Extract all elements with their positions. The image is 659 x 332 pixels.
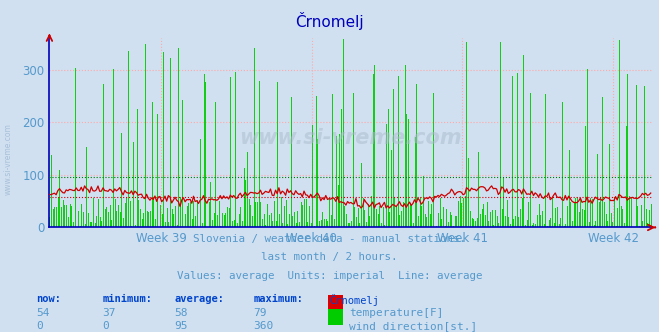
Text: 37: 37 [102, 308, 115, 318]
Text: 54: 54 [36, 308, 49, 318]
Text: Črnomelj: Črnomelj [295, 12, 364, 30]
Text: temperature[F]: temperature[F] [349, 308, 444, 318]
Text: wind direction[st.]: wind direction[st.] [349, 321, 478, 331]
Text: average:: average: [175, 294, 225, 304]
Text: last month / 2 hours.: last month / 2 hours. [261, 252, 398, 262]
Text: www.si-vreme.com: www.si-vreme.com [240, 128, 462, 148]
Text: maximum:: maximum: [254, 294, 304, 304]
Text: minimum:: minimum: [102, 294, 152, 304]
Text: 79: 79 [254, 308, 267, 318]
Text: 58: 58 [175, 308, 188, 318]
Text: Slovenia / weather data - manual stations.: Slovenia / weather data - manual station… [193, 234, 466, 244]
Text: 0: 0 [102, 321, 109, 331]
Text: now:: now: [36, 294, 61, 304]
Text: Values: average  Units: imperial  Line: average: Values: average Units: imperial Line: av… [177, 271, 482, 281]
Text: www.si-vreme.com: www.si-vreme.com [3, 124, 13, 195]
Text: 360: 360 [254, 321, 274, 331]
Text: 95: 95 [175, 321, 188, 331]
Text: 0: 0 [36, 321, 43, 331]
Text: Črnomelj: Črnomelj [330, 294, 380, 306]
